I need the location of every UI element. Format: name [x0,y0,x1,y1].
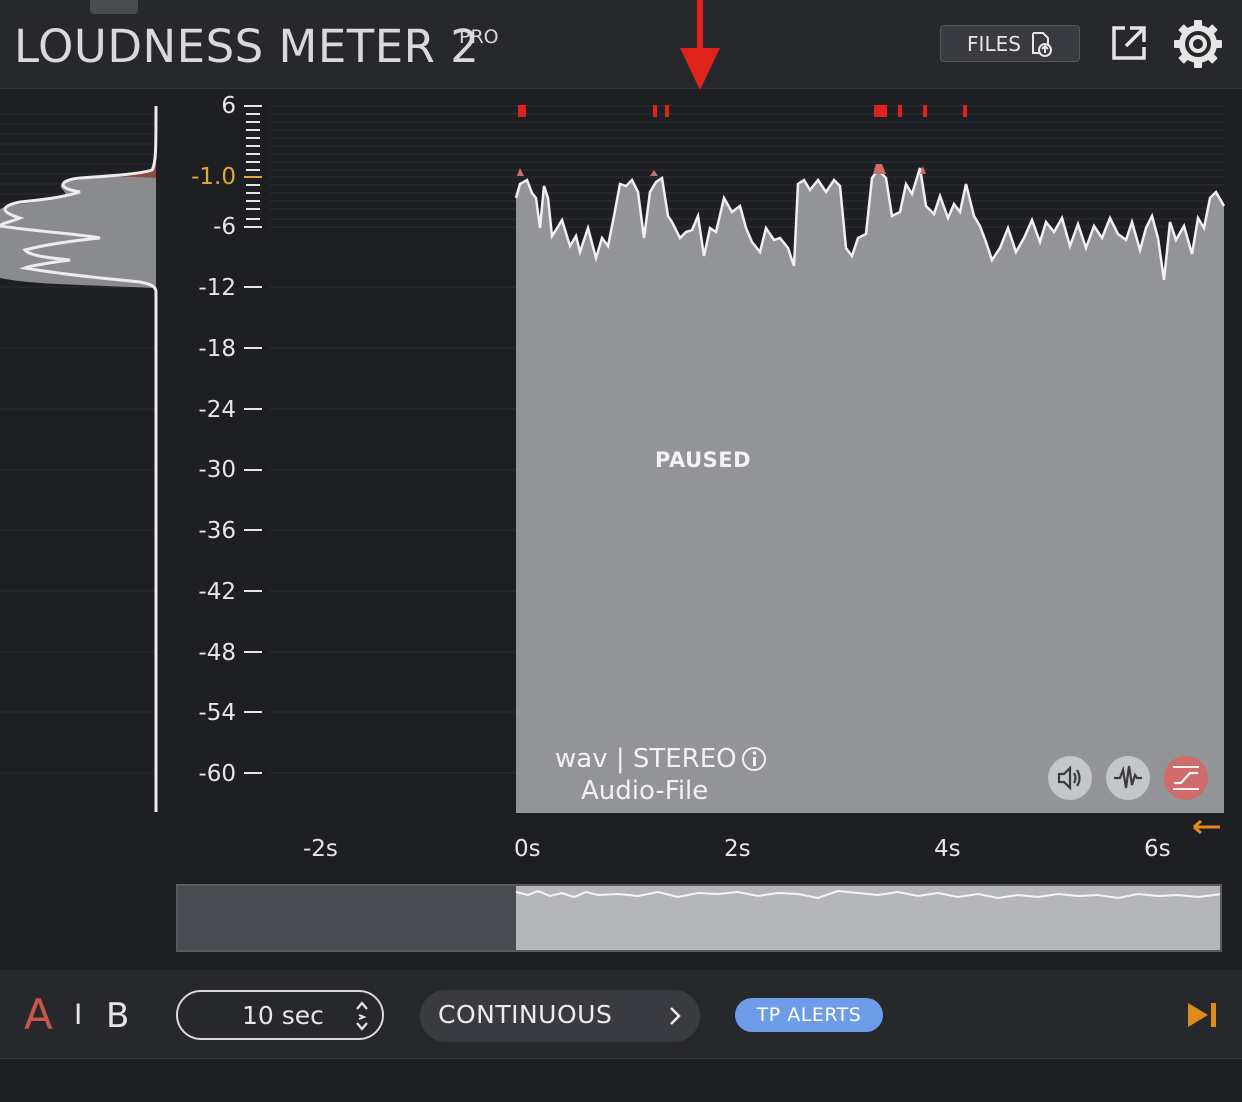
app-title: LOUDNESS METER 2 [14,20,480,73]
speaker-icon [1057,765,1081,791]
file-format-label: wav | STEREO [555,744,737,774]
x-axis-label: -2s [303,836,338,862]
y-axis-label: -54 [198,700,236,726]
preset-b-button[interactable]: B [106,996,130,1036]
files-button-label: FILES [967,31,1021,56]
measurement-mode-label: CONTINUOUS [438,1000,613,1029]
y-axis-limit-label[interactable]: -1.0 [191,164,236,190]
chevron-right-icon [670,1007,681,1025]
ab-separator: I [74,998,83,1031]
audio-toggle-button[interactable] [1048,756,1092,800]
y-axis-label: -24 [198,397,236,423]
app-edition-label: PRO [459,26,499,48]
overview-navigator[interactable] [176,884,1222,952]
files-button[interactable]: FILES [940,25,1080,62]
y-axis-label: -48 [198,640,236,666]
y-axis-label: -30 [198,457,236,483]
y-axis-label: 6 [221,93,236,119]
export-icon[interactable] [1110,24,1148,62]
x-axis-label: 2s [724,836,751,862]
y-axis-label: -12 [198,275,236,301]
x-axis-label: 6s [1144,836,1171,862]
waveform-toggle-button[interactable] [1106,756,1150,800]
x-axis-label: 4s [934,836,961,862]
y-axis-label: -6 [213,214,236,240]
y-axis-label: -18 [198,336,236,362]
y-axis-label: -36 [198,518,236,544]
play-to-end-icon[interactable] [1186,1000,1220,1030]
y-axis-label: -42 [198,579,236,605]
playhead-arrow-icon[interactable] [676,0,724,92]
header-bar: LOUDNESS METER 2 PRO FILES [0,0,1242,89]
window-tab-handle[interactable] [90,0,138,14]
info-icon[interactable] [741,746,767,772]
tp-alerts-button[interactable]: TP ALERTS [735,998,883,1032]
waveform-icon [1114,765,1142,789]
y-axis-label: -60 [198,761,236,787]
source-label: Audio-File [581,776,709,806]
paused-status: PAUSED [655,448,752,472]
loudness-history-graph[interactable] [240,88,1242,818]
gear-icon[interactable] [1172,18,1224,70]
loudness-histogram [0,105,158,812]
loudness-curve-icon [1173,766,1199,790]
x-axis-label: 0s [514,836,541,862]
measurement-mode-button[interactable]: CONTINUOUS [420,990,700,1042]
loudness-graph-toggle-button[interactable] [1164,756,1208,800]
overview-waveform [515,886,1220,950]
preset-a-button[interactable]: A [24,990,53,1039]
time-window-selector[interactable]: 10 sec [176,990,384,1040]
time-window-value: 10 sec [242,1001,324,1030]
stepper-chevrons-icon[interactable] [354,998,370,1034]
scroll-back-arrow-icon[interactable] [1192,818,1222,836]
upload-icon [1031,31,1052,57]
